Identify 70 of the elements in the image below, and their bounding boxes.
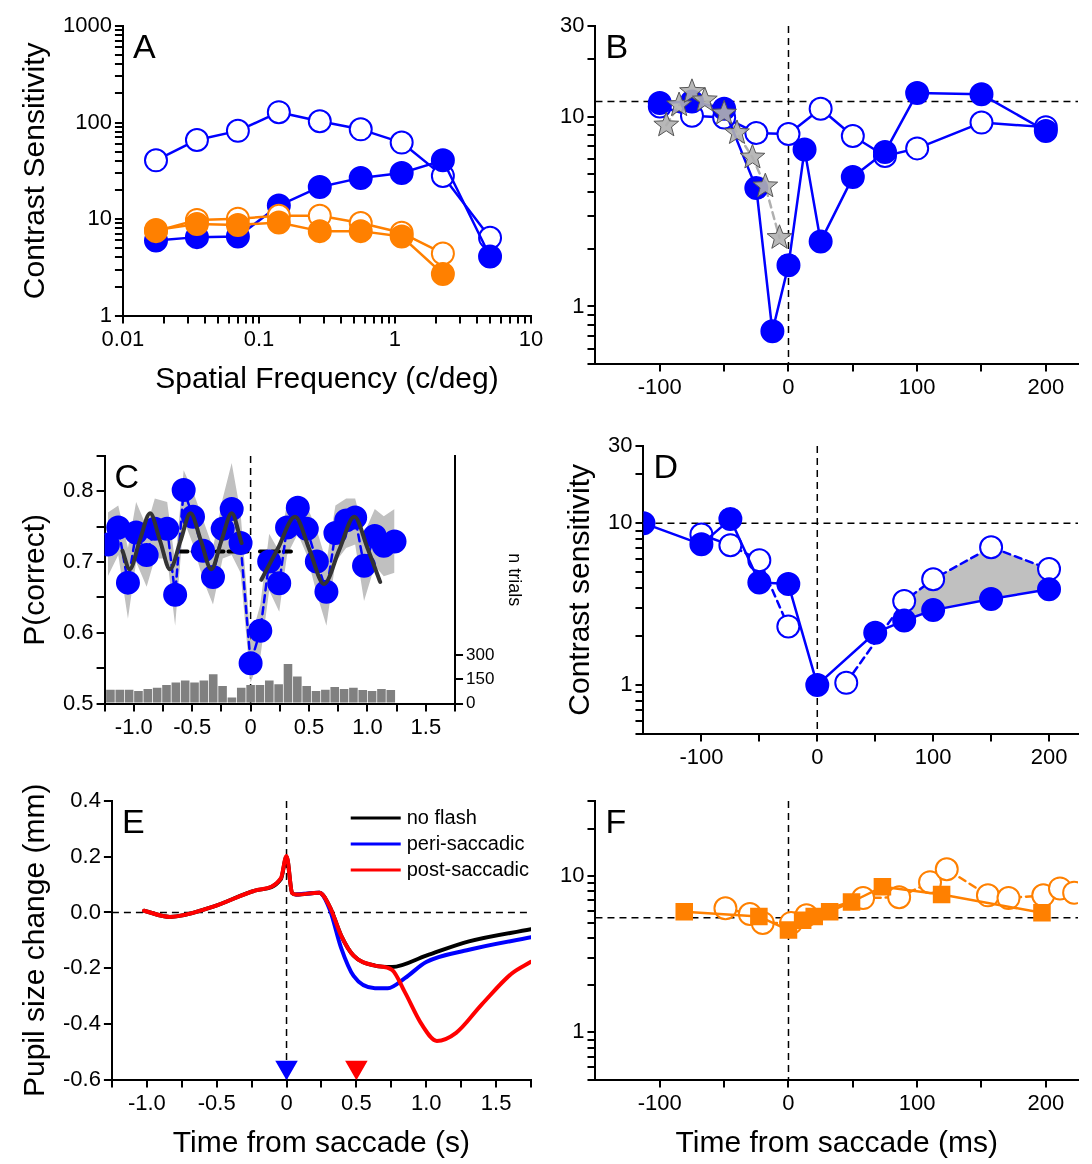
chart-title: A [132,27,156,66]
y-tick-label: 10 [87,205,112,231]
x-tick-label: -0.5 [173,713,212,739]
y-tick-label: 0.4 [70,787,101,813]
x-tick-label: -1.0 [127,1089,166,1115]
y2-tick-label: 150 [466,669,495,689]
y-tick-label: 1 [572,1018,585,1044]
y-axis-title: Contrast sensitivity [562,463,596,716]
x-tick-label: 1.0 [352,713,383,739]
y-tick-label: 1 [572,292,585,318]
x-tick-label: 0 [811,743,824,769]
x-axis-title: Time from saccade (ms) [675,1125,998,1159]
y-axis-title: Contrast Sensitivity [17,42,51,300]
y2-tick-label: 300 [466,645,495,665]
x-tick-label: -100 [637,373,682,399]
x-tick-label: 0 [782,1089,795,1115]
x-tick-label: -100 [637,1089,682,1115]
chart-title: D [653,447,679,486]
chart-title: B [605,27,629,66]
y-tick-label: 30 [607,432,633,458]
chart-title: C [114,457,140,496]
x-tick-label: 100 [914,743,952,769]
y-tick-label: 10 [559,861,585,887]
x-axis-title: Time from saccade (s) [172,1125,471,1159]
x-tick-label: 100 [898,373,936,399]
y-tick-label: -0.6 [62,1065,101,1091]
y-tick-label: 1000 [62,12,112,38]
x-tick-label: 1.5 [410,713,442,739]
y-tick-label: -0.2 [62,954,101,980]
x-tick-label: 0.5 [293,713,325,739]
y-tick-label: -0.4 [62,1009,101,1035]
x-tick-label: 1 [388,325,402,351]
x-tick-label: 200 [1027,373,1065,399]
x-tick-label: 0.1 [243,325,275,351]
x-tick-label: 10 [518,325,544,351]
y-tick-label: 0.2 [70,842,101,868]
x-tick-label: 0 [782,373,795,399]
x-tick-label: -1.0 [114,713,153,739]
y-tick-label: 0.5 [62,689,94,715]
y-tick-label: 0.6 [62,618,94,644]
x-tick-label: 0 [244,713,257,739]
y-axis-title: P(correct) [17,513,51,646]
x-tick-label: 100 [898,1089,936,1115]
y-tick-label: 1 [620,670,633,696]
x-axis-title: Spatial Frequency (c/deg) [155,361,499,395]
y-tick-label: 0.7 [62,548,94,574]
x-tick-label: 0.5 [341,1089,372,1115]
x-tick-label: 1.5 [480,1089,512,1115]
y-tick-label: 1 [99,301,112,327]
y-tick-label: 30 [559,12,585,38]
x-tick-label: 200 [1030,743,1068,769]
legend-label: peri-saccadic [406,831,525,854]
y-tick-label: 100 [75,108,112,134]
x-tick-label: 0 [280,1089,293,1115]
y-axis-title: Pupil size change (mm) [17,783,51,1098]
legend-label: post-saccadic [406,857,530,880]
y-tick-label: 0.0 [70,898,101,924]
x-tick-label: 1.0 [410,1089,442,1115]
x-tick-label: -100 [679,743,724,769]
y-tick-label: 10 [607,509,633,535]
y2-tick-label: 0 [466,693,476,713]
chart-title: F [605,802,627,841]
chart-title: E [121,802,145,841]
x-tick-label: -0.5 [197,1089,236,1115]
y-tick-label: 10 [559,102,585,128]
y-tick-label: 0.8 [62,477,94,503]
x-tick-label: 200 [1027,1089,1065,1115]
x-tick-label: 0.01 [101,325,145,351]
y2-axis-title: n trials [505,553,526,607]
legend-label: no flash [406,805,477,828]
